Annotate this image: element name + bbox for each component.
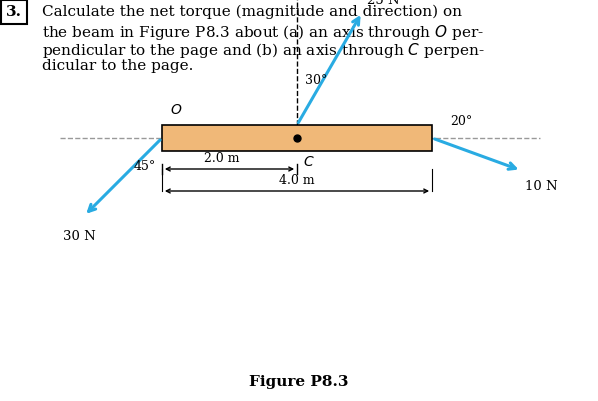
Text: pendicular to the page and (b) an axis through $C$ perpen-: pendicular to the page and (b) an axis t… [42,41,484,60]
Text: 20°: 20° [450,115,472,128]
Text: the beam in Figure P8.3 about (a) an axis through $O$ per-: the beam in Figure P8.3 about (a) an axi… [42,23,484,42]
Text: 2.0 m: 2.0 m [204,152,239,165]
Text: Calculate the net torque (magnitude and direction) on: Calculate the net torque (magnitude and … [42,5,462,19]
Text: 4.0 m: 4.0 m [279,174,315,187]
Text: $O$: $O$ [170,103,182,117]
Text: 3.: 3. [6,5,22,19]
Text: 30 N: 30 N [63,230,96,243]
Text: dicular to the page.: dicular to the page. [42,59,193,73]
Text: 45°: 45° [134,160,156,173]
Text: $C$: $C$ [303,155,315,169]
Text: 30°: 30° [305,73,327,87]
Text: Figure P8.3: Figure P8.3 [249,375,349,389]
Text: 25 N: 25 N [367,0,399,7]
Bar [162,125,432,151]
Text: 10 N: 10 N [525,180,558,194]
